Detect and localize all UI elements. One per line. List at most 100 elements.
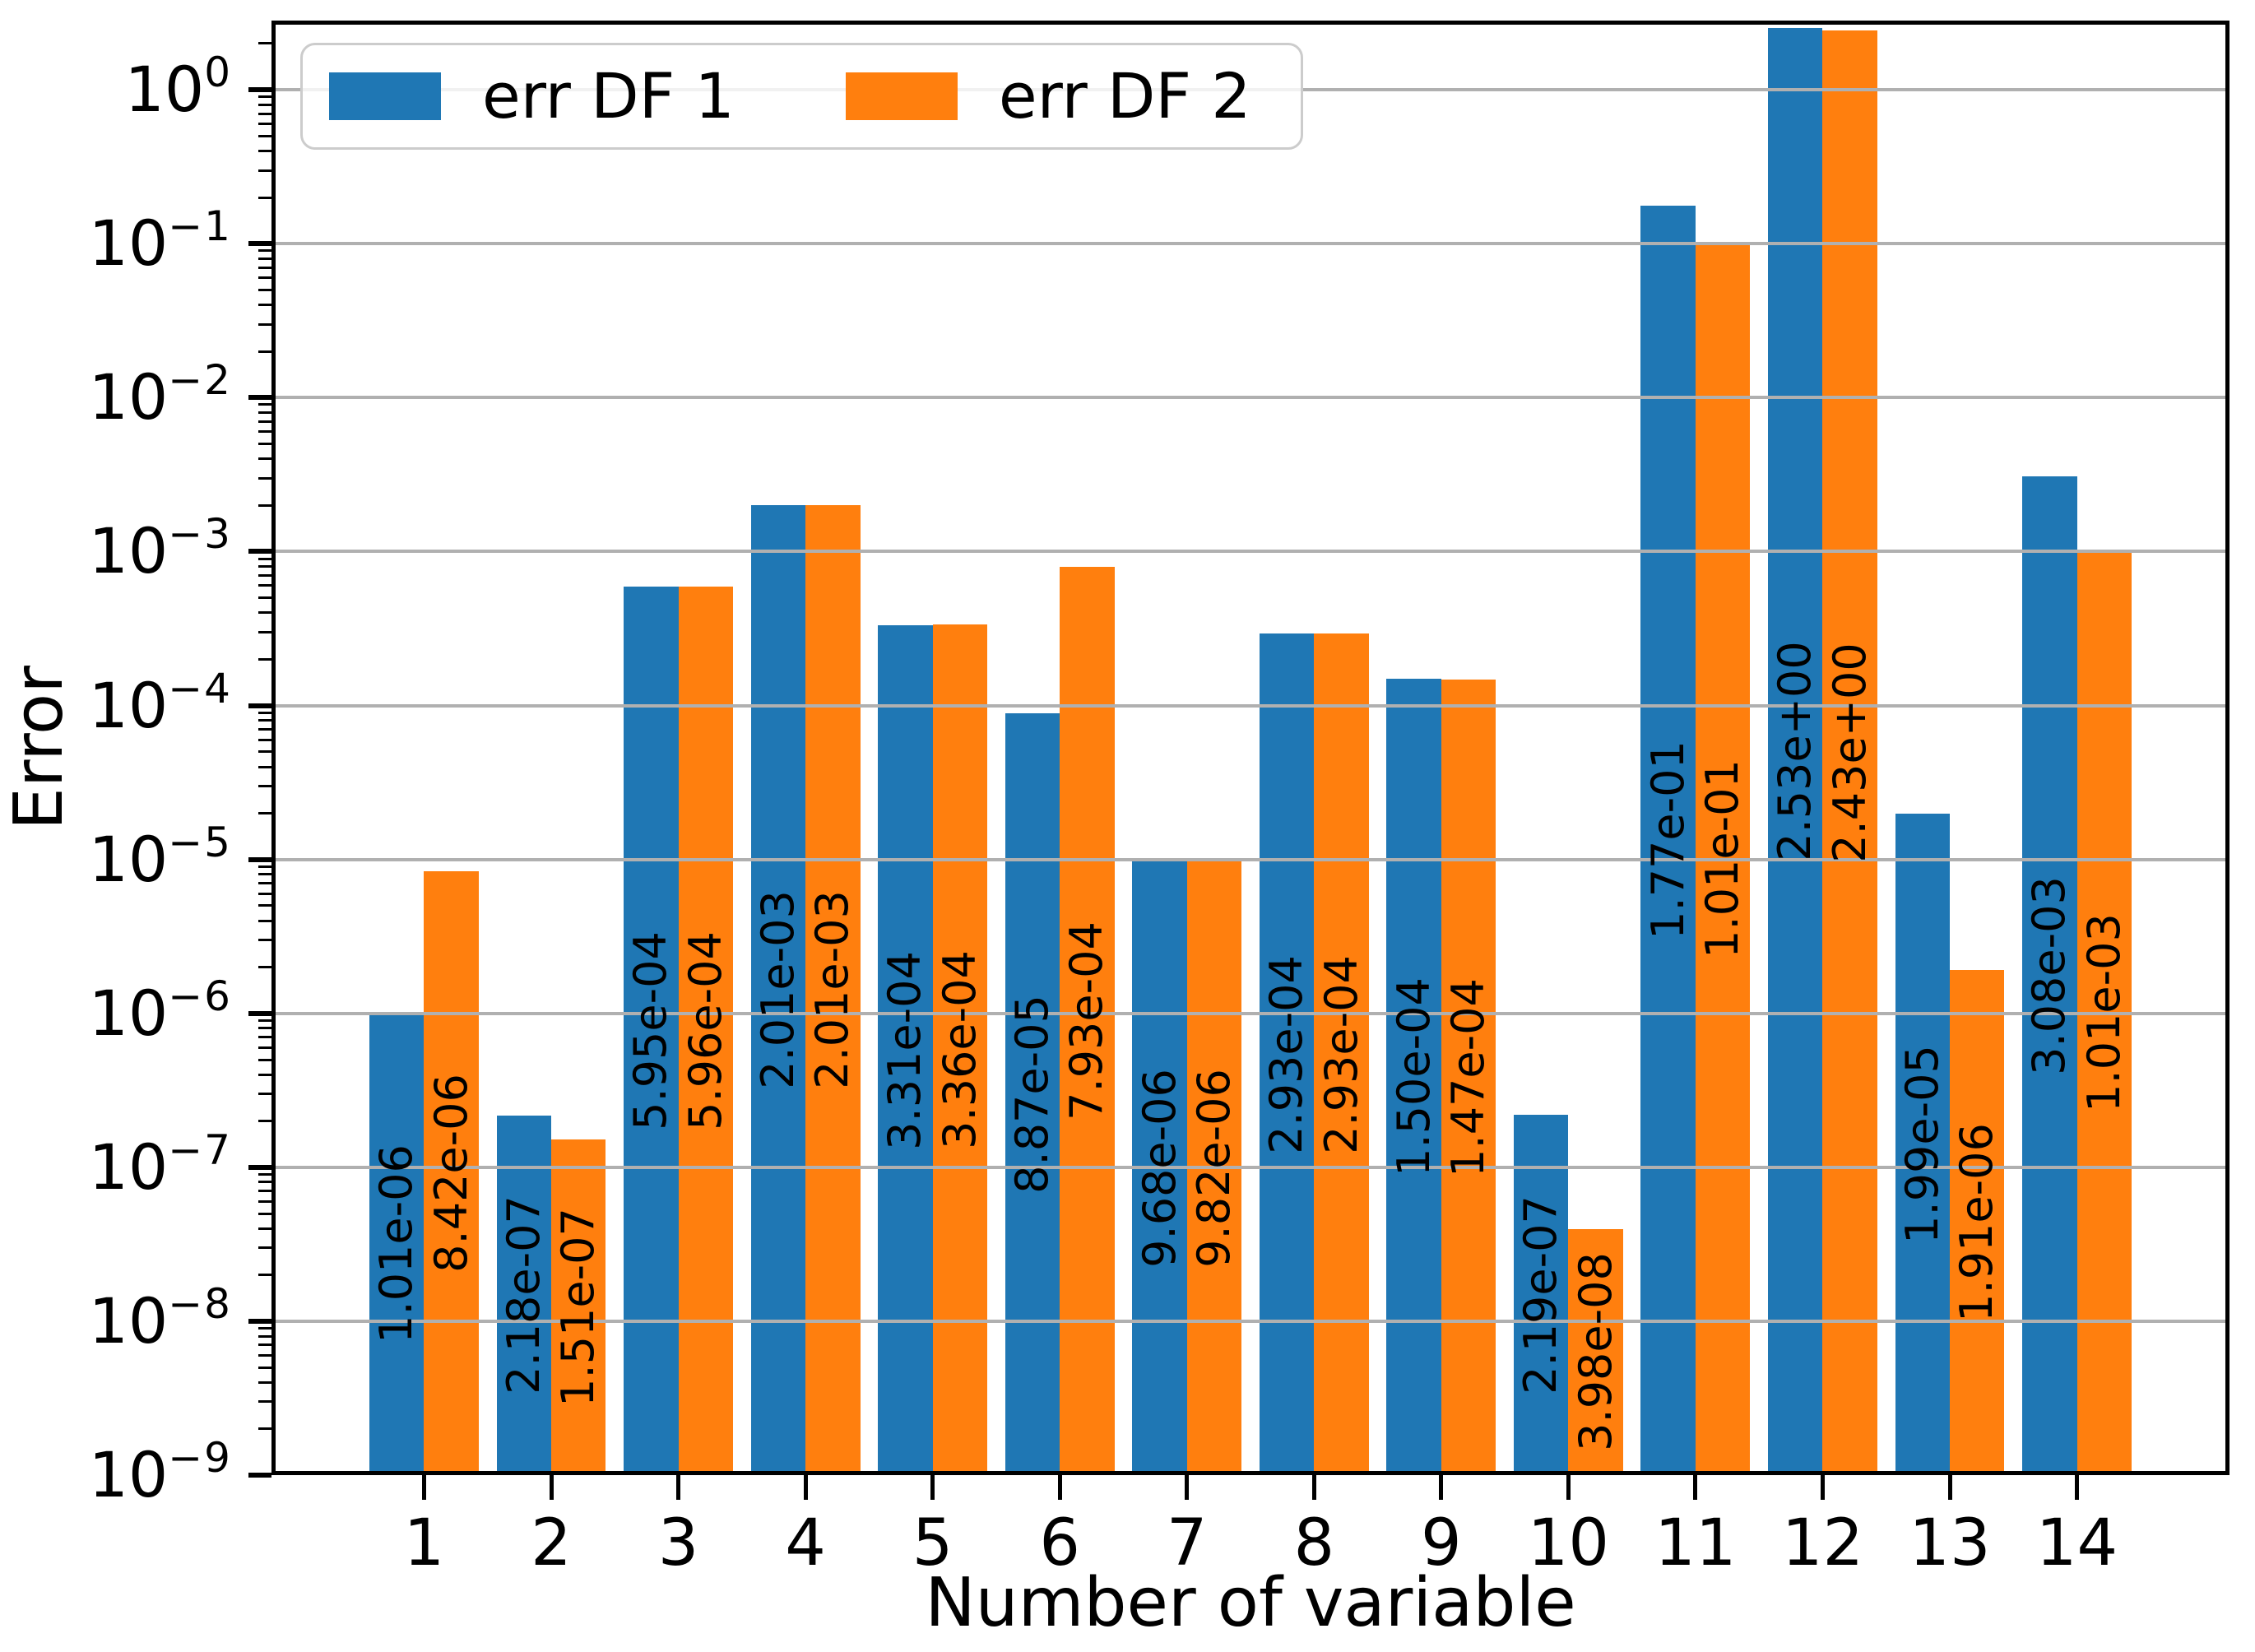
y-tick-exponent: −6	[168, 972, 232, 1020]
x-tick	[676, 1475, 681, 1500]
y-tick-label: 100	[124, 49, 232, 127]
y-minor-tick	[258, 630, 271, 633]
y-tick-label: 10−6	[88, 972, 232, 1050]
y-major-tick	[248, 1318, 271, 1324]
x-tick-label: 13	[1909, 1506, 1991, 1580]
y-minor-tick	[258, 584, 271, 587]
y-tick-label: 10−5	[88, 818, 232, 896]
y-tick-exponent: −5	[168, 818, 232, 866]
bar-value-label: 9.68e-06	[1133, 1069, 1185, 1268]
bar-err-df-2-x9	[1441, 680, 1496, 1475]
y-minor-tick	[258, 150, 271, 153]
bar-err-df-2-x5	[932, 624, 988, 1475]
y-minor-tick	[258, 738, 271, 741]
y-minor-tick	[258, 350, 271, 353]
x-tick-label: 4	[785, 1506, 826, 1580]
y-minor-tick	[258, 95, 271, 99]
y-gridline-1e-4	[271, 703, 2229, 708]
y-major-tick	[248, 241, 271, 247]
bar-err-df-1-x2	[496, 1115, 551, 1475]
bar-err-df-2-x12	[1822, 30, 1877, 1475]
bar-err-df-2-x2	[551, 1139, 606, 1475]
y-minor-tick	[258, 565, 271, 568]
y-major-tick	[248, 1164, 271, 1170]
bar-err-df-1-x9	[1386, 678, 1441, 1475]
y-minor-tick	[258, 1343, 271, 1347]
bar-value-label: 8.42e-06	[425, 1073, 477, 1273]
y-tick-exponent: −7	[168, 1125, 232, 1174]
bar-value-label: 1.91e-06	[1951, 1123, 2003, 1322]
y-minor-tick	[258, 304, 271, 307]
bar-value-label: 2.93e-04	[1260, 954, 1313, 1154]
x-tick-label: 10	[1527, 1506, 1609, 1580]
y-minor-tick	[258, 1246, 271, 1250]
bar-value-label: 5.96e-04	[679, 930, 731, 1130]
y-minor-tick	[258, 596, 271, 600]
bar-err-df-1-x14	[2022, 476, 2077, 1475]
y-gridline-1e-8	[271, 1319, 2229, 1323]
y-minor-tick	[258, 919, 271, 922]
bar-value-label: 1.01e-06	[370, 1144, 423, 1343]
y-minor-tick	[258, 1334, 271, 1338]
y-minor-tick	[258, 938, 271, 941]
bar-value-label: 3.31e-04	[879, 950, 931, 1150]
bar-err-df-1-x4	[750, 504, 806, 1475]
bar-err-df-1-x11	[1640, 205, 1696, 1475]
y-minor-tick	[258, 1181, 271, 1184]
y-tick-label: 10−3	[88, 510, 232, 588]
legend-label-err-df-2: err DF 2	[998, 59, 1251, 132]
y-minor-tick	[258, 719, 271, 722]
x-tick-label: 7	[1166, 1506, 1208, 1580]
y-gridline-1e-3	[271, 550, 2229, 554]
y-minor-tick	[258, 112, 271, 115]
bar-value-label: 1.77e-01	[1641, 740, 1694, 940]
y-minor-tick	[258, 1120, 271, 1122]
y-minor-tick	[258, 323, 271, 326]
y-minor-tick	[258, 882, 271, 885]
y-axis-title: Error	[0, 666, 78, 830]
legend-swatch-err-df-2	[845, 72, 958, 120]
bar-value-label: 1.01e-01	[1696, 759, 1749, 959]
x-tick	[1566, 1475, 1571, 1500]
y-minor-tick	[258, 965, 271, 968]
bar-value-label: 9.82e-06	[1187, 1068, 1240, 1268]
x-tick-label: 12	[1781, 1506, 1864, 1580]
bar-err-df-1-x13	[1895, 813, 1950, 1475]
bar-err-df-1-x1	[369, 1012, 425, 1475]
y-minor-tick	[258, 169, 271, 172]
y-minor-tick	[258, 503, 271, 507]
y-minor-tick	[258, 1366, 271, 1369]
x-tick-label: 1	[403, 1506, 445, 1580]
y-major-tick	[248, 1010, 271, 1016]
y-major-tick	[248, 703, 271, 708]
y-minor-tick	[258, 892, 271, 895]
y-minor-tick	[258, 1058, 271, 1061]
bar-value-label: 2.01e-03	[751, 890, 804, 1090]
y-minor-tick	[258, 750, 271, 754]
bar-err-df-2-x1	[424, 870, 479, 1475]
y-minor-tick	[258, 1274, 271, 1277]
bar-value-label: 2.19e-07	[1515, 1195, 1567, 1394]
x-tick-label: 8	[1293, 1506, 1335, 1580]
x-tick	[1947, 1475, 1952, 1500]
legend: err DF 1 err DF 2	[300, 43, 1303, 150]
y-minor-tick	[258, 728, 271, 731]
bar-err-df-1-x12	[1768, 27, 1823, 1475]
y-gridline-1e-2	[271, 396, 2229, 400]
bar-err-df-1-x3	[624, 586, 679, 1475]
legend-swatch-err-df-1	[329, 72, 441, 120]
x-tick-label: 3	[657, 1506, 699, 1580]
y-minor-tick	[258, 611, 271, 615]
x-tick	[1185, 1475, 1190, 1500]
y-minor-tick	[258, 123, 271, 126]
bar-value-label: 2.43e+00	[1823, 643, 1876, 863]
y-minor-tick	[258, 1019, 271, 1022]
bar-value-label: 2.93e-04	[1315, 954, 1367, 1154]
bar-value-label: 1.01e-03	[2077, 913, 2130, 1113]
y-major-tick	[248, 87, 271, 93]
y-minor-tick	[258, 873, 271, 876]
y-tick-exponent: −9	[168, 1434, 232, 1482]
y-minor-tick	[258, 1227, 271, 1230]
y-tick-exponent: −3	[168, 510, 232, 559]
